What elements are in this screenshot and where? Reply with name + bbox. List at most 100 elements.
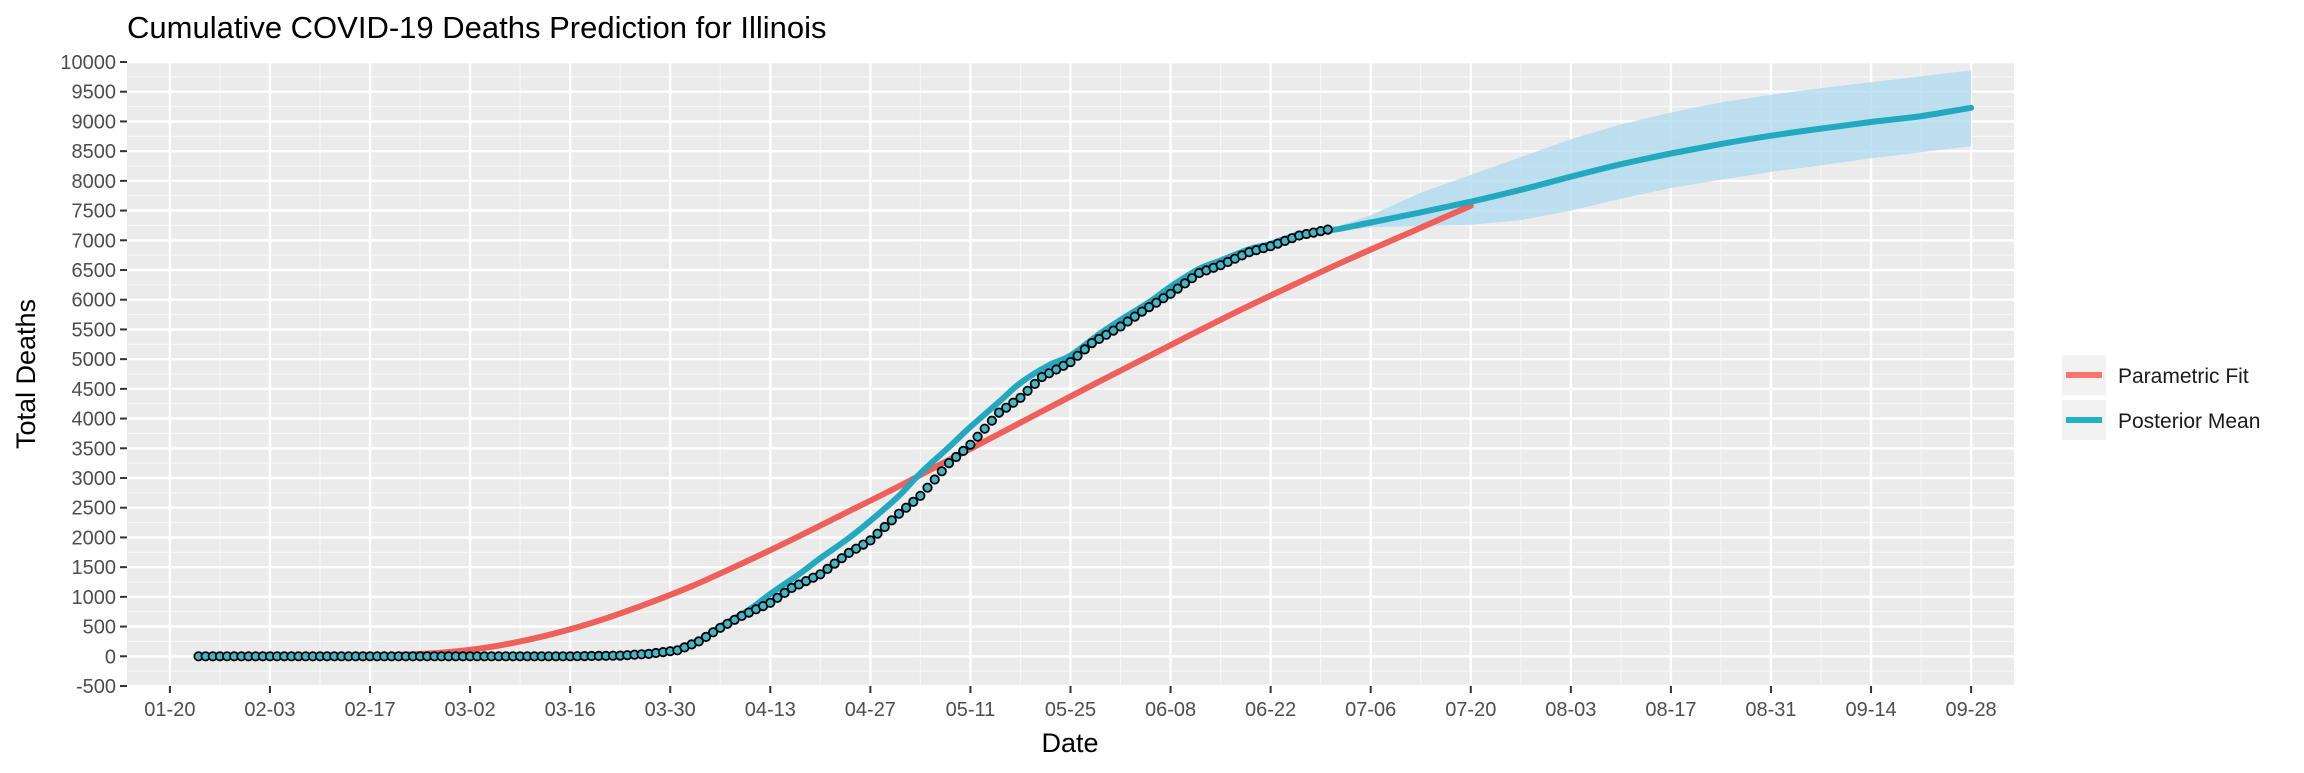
observed-point [858, 539, 869, 550]
x-tick-label: 02-03 [244, 699, 295, 721]
y-tick-label: 1000 [72, 587, 117, 609]
x-tick-label: 04-27 [845, 699, 896, 721]
y-tick-label: 500 [83, 617, 116, 639]
observed-point [972, 431, 983, 442]
observed-point [965, 439, 976, 450]
y-tick-label: 1500 [72, 557, 117, 579]
y-axis-label: Total Deaths [11, 299, 41, 449]
observed-point [772, 592, 783, 603]
x-tick-label: 03-30 [645, 699, 696, 721]
y-tick-label: 2000 [72, 527, 117, 549]
observed-points-layer [193, 224, 1333, 662]
observed-point [929, 474, 940, 485]
observed-point [950, 451, 962, 463]
observed-point [700, 631, 712, 643]
x-axis: 01-20 02-03 02-17 03-02 03-16 03-30 04-13 04-27… [144, 686, 1997, 721]
observed-point [1029, 378, 1040, 389]
observed-point [779, 587, 790, 599]
x-tick-label: 06-08 [1145, 699, 1196, 721]
y-tick-label: 3500 [72, 438, 117, 460]
observed-point [908, 496, 919, 507]
x-tick-label: 09-14 [1845, 699, 1896, 721]
y-tick-label: 8500 [72, 141, 117, 163]
observed-point [1008, 397, 1019, 408]
observed-point [865, 535, 876, 546]
observed-point [822, 563, 833, 575]
observed-point [1115, 321, 1126, 332]
y-tick-label: 4500 [72, 379, 117, 401]
x-tick-label: 07-20 [1445, 699, 1496, 721]
observed-point [943, 457, 955, 469]
x-tick-label: 04-13 [745, 699, 796, 721]
observed-point [693, 636, 704, 647]
observed-point [1129, 311, 1140, 322]
y-tick-label: 2500 [72, 498, 117, 520]
legend-label-posterior-mean: Posterior Mean [2118, 410, 2260, 433]
observed-point [1022, 385, 1033, 396]
series-line-parametric-fit [388, 202, 1474, 659]
x-tick-label: 05-11 [946, 699, 996, 721]
y-tick-label: 7500 [72, 201, 117, 223]
x-axis-label: Date [1041, 728, 1098, 758]
x-tick-label: 07-06 [1345, 699, 1396, 721]
x-tick-label: 09-28 [1946, 699, 1997, 721]
observed-point [836, 553, 847, 564]
observed-point [986, 415, 998, 426]
observed-point [886, 515, 897, 526]
observed-point [1072, 350, 1083, 361]
observed-point [922, 482, 933, 493]
y-tick-label: 0 [105, 646, 116, 668]
observed-point [707, 627, 719, 638]
observed-point [879, 521, 890, 533]
observed-point [1158, 293, 1169, 304]
x-tick-label: 06-22 [1245, 699, 1296, 721]
observed-point [979, 423, 990, 434]
observed-point [815, 569, 826, 580]
y-tick-label: 9500 [72, 82, 117, 104]
y-tick-label: 4000 [72, 409, 117, 431]
x-tick-label: 03-02 [445, 699, 496, 721]
series-line-posterior-mean [667, 104, 1975, 655]
x-tick-label: 08-31 [1745, 699, 1796, 721]
observed-point [1101, 329, 1112, 340]
observed-point [1086, 337, 1098, 349]
observed-point [900, 502, 912, 513]
observed-point [872, 528, 883, 539]
observed-point [1186, 273, 1198, 284]
observed-point [958, 445, 969, 456]
observed-point [1151, 297, 1162, 308]
y-tick-label: 9000 [72, 111, 117, 133]
observed-point [893, 508, 905, 519]
observed-point [1015, 392, 1026, 403]
y-tick-label: -500 [76, 676, 116, 698]
observed-point [1322, 224, 1333, 235]
x-tick-label: 01-20 [144, 699, 195, 721]
x-tick-label: 03-16 [545, 699, 596, 721]
observed-point [1122, 316, 1133, 327]
y-axis: -500 0 500 1000 1500 2000 2500 3000 3500 4000 4500… [60, 52, 127, 698]
observed-point [1136, 306, 1148, 317]
observed-point [1065, 356, 1076, 368]
chart-title: Cumulative COVID-19 Deaths Prediction fo… [127, 10, 827, 45]
x-tick-label: 02-17 [344, 699, 395, 721]
y-tick-label: 6500 [72, 260, 117, 282]
observed-point [765, 597, 776, 608]
y-tick-label: 3000 [72, 468, 117, 490]
observed-point [1079, 344, 1090, 355]
legend-label-parametric-fit: Parametric Fit [2118, 365, 2249, 388]
credible-band [1335, 70, 1972, 232]
observed-point [915, 490, 926, 501]
major-gridlines [127, 60, 2014, 688]
y-tick-label: 10000 [60, 52, 116, 74]
x-tick-label: 08-17 [1645, 699, 1696, 721]
y-tick-label: 6000 [72, 290, 117, 312]
observed-point [829, 558, 840, 569]
observed-point [843, 547, 855, 559]
observed-point [1165, 288, 1176, 299]
x-tick-label: 08-03 [1545, 699, 1596, 721]
y-tick-label: 7000 [72, 230, 117, 252]
series-lines-layer [388, 104, 1975, 659]
x-tick-label: 05-25 [1045, 699, 1096, 721]
